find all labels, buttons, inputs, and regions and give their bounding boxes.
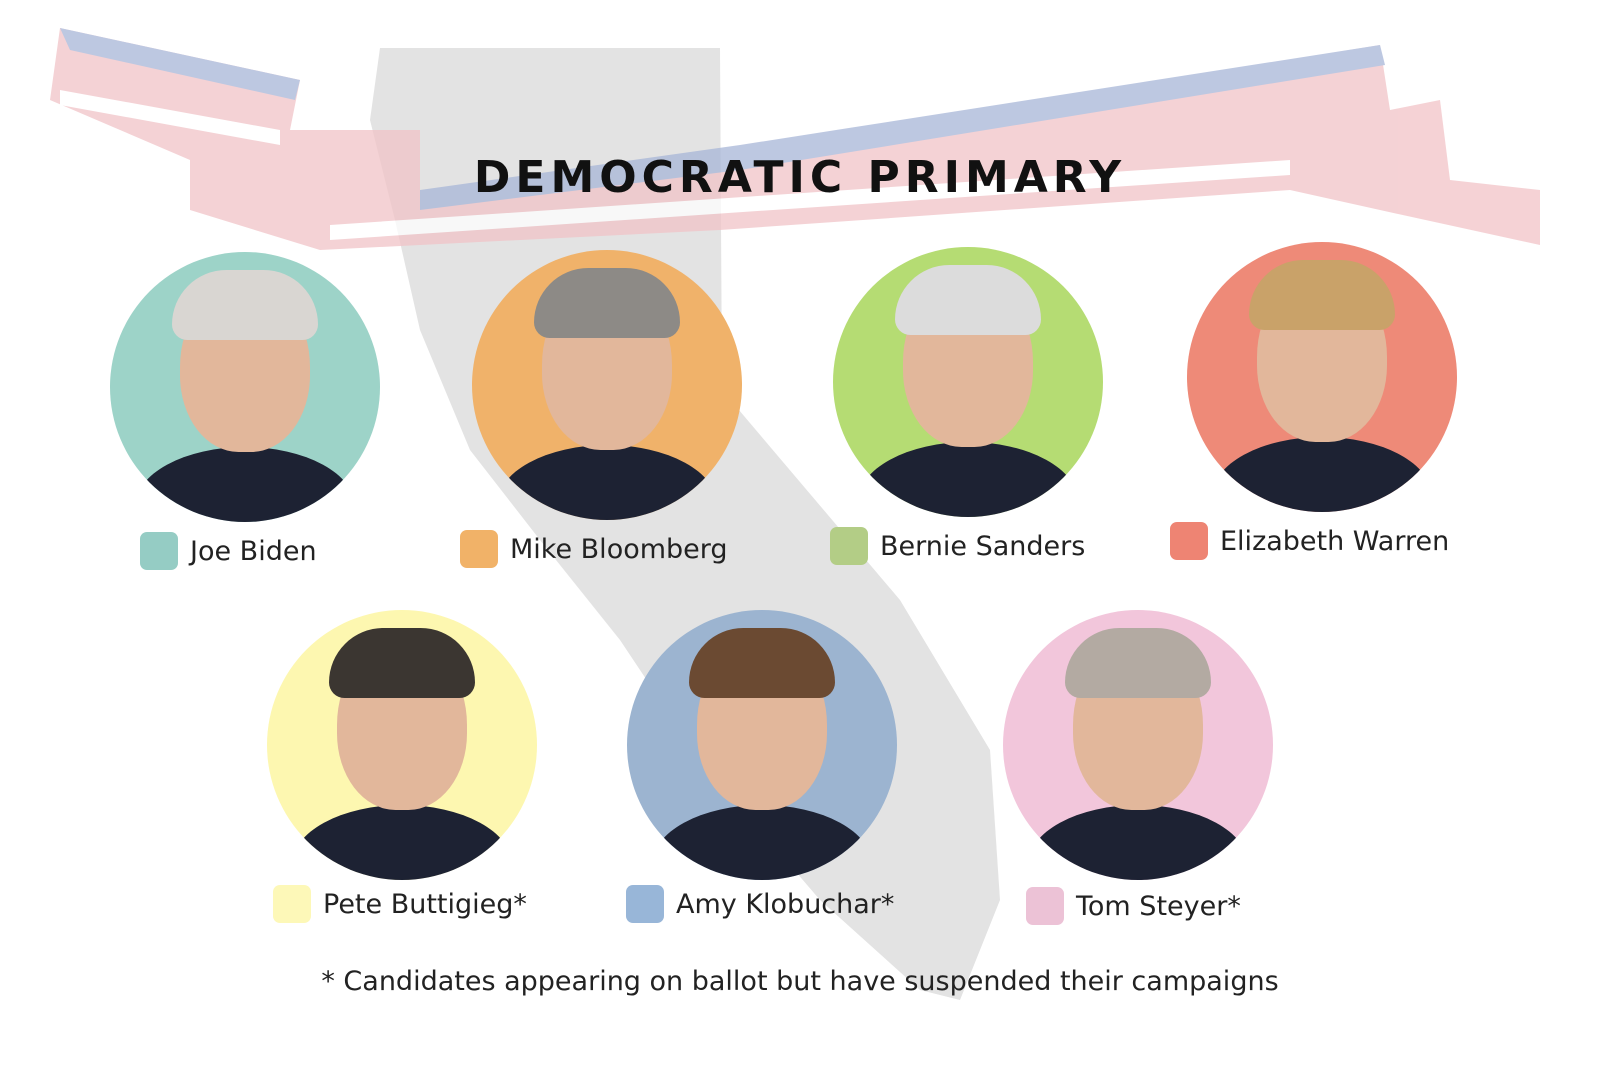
legend-swatch (140, 532, 178, 570)
candidate-name: Tom Steyer* (1076, 890, 1241, 922)
portrait-elizabeth-warren (1187, 242, 1457, 512)
legend-item-elizabeth-warren: Elizabeth Warren (1170, 522, 1449, 560)
legend-item-amy-klobuchar: Amy Klobuchar* (626, 885, 894, 923)
portrait-body (497, 445, 717, 520)
legend-swatch (830, 527, 868, 565)
legend-swatch (1170, 522, 1208, 560)
candidate-name: Amy Klobuchar* (676, 888, 895, 920)
legend-item-pete-buttigieg: Pete Buttigieg* (273, 885, 527, 923)
legend-item-joe-biden: Joe Biden (140, 532, 317, 570)
ribbon-banner (50, 28, 1540, 250)
portrait-hair (689, 628, 835, 698)
legend-swatch (460, 530, 498, 568)
portrait-pete-buttigieg (267, 610, 537, 880)
portrait-hair (534, 268, 680, 338)
portrait-body (858, 442, 1078, 517)
footnote: * Candidates appearing on ballot but hav… (321, 966, 1279, 997)
portrait-hair (895, 265, 1041, 335)
portrait-hair (1249, 260, 1395, 330)
legend-swatch (273, 885, 311, 923)
candidate-name: Pete Buttigieg* (323, 888, 527, 920)
legend-item-mike-bloomberg: Mike Bloomberg (460, 530, 728, 568)
portrait-amy-klobuchar (627, 610, 897, 880)
legend-swatch (626, 885, 664, 923)
portrait-bernie-sanders (833, 247, 1103, 517)
candidate-name: Mike Bloomberg (510, 533, 728, 565)
portrait-hair (172, 270, 318, 340)
candidate-name: Joe Biden (190, 535, 317, 567)
portrait-hair (1065, 628, 1211, 698)
portrait-tom-steyer (1003, 610, 1273, 880)
candidate-name: Elizabeth Warren (1220, 525, 1450, 557)
portrait-hair (329, 628, 475, 698)
legend-item-tom-steyer: Tom Steyer* (1026, 887, 1241, 925)
legend-swatch (1026, 887, 1064, 925)
portrait-body (135, 447, 355, 522)
portrait-mike-bloomberg (472, 250, 742, 520)
portrait-body (1028, 805, 1248, 880)
portrait-body (292, 805, 512, 880)
portrait-joe-biden (110, 252, 380, 522)
portrait-body (1212, 437, 1432, 512)
page-title: DEMOCRATIC PRIMARY (473, 152, 1127, 203)
portrait-body (652, 805, 872, 880)
legend-item-bernie-sanders: Bernie Sanders (830, 527, 1085, 565)
candidate-name: Bernie Sanders (880, 530, 1086, 562)
